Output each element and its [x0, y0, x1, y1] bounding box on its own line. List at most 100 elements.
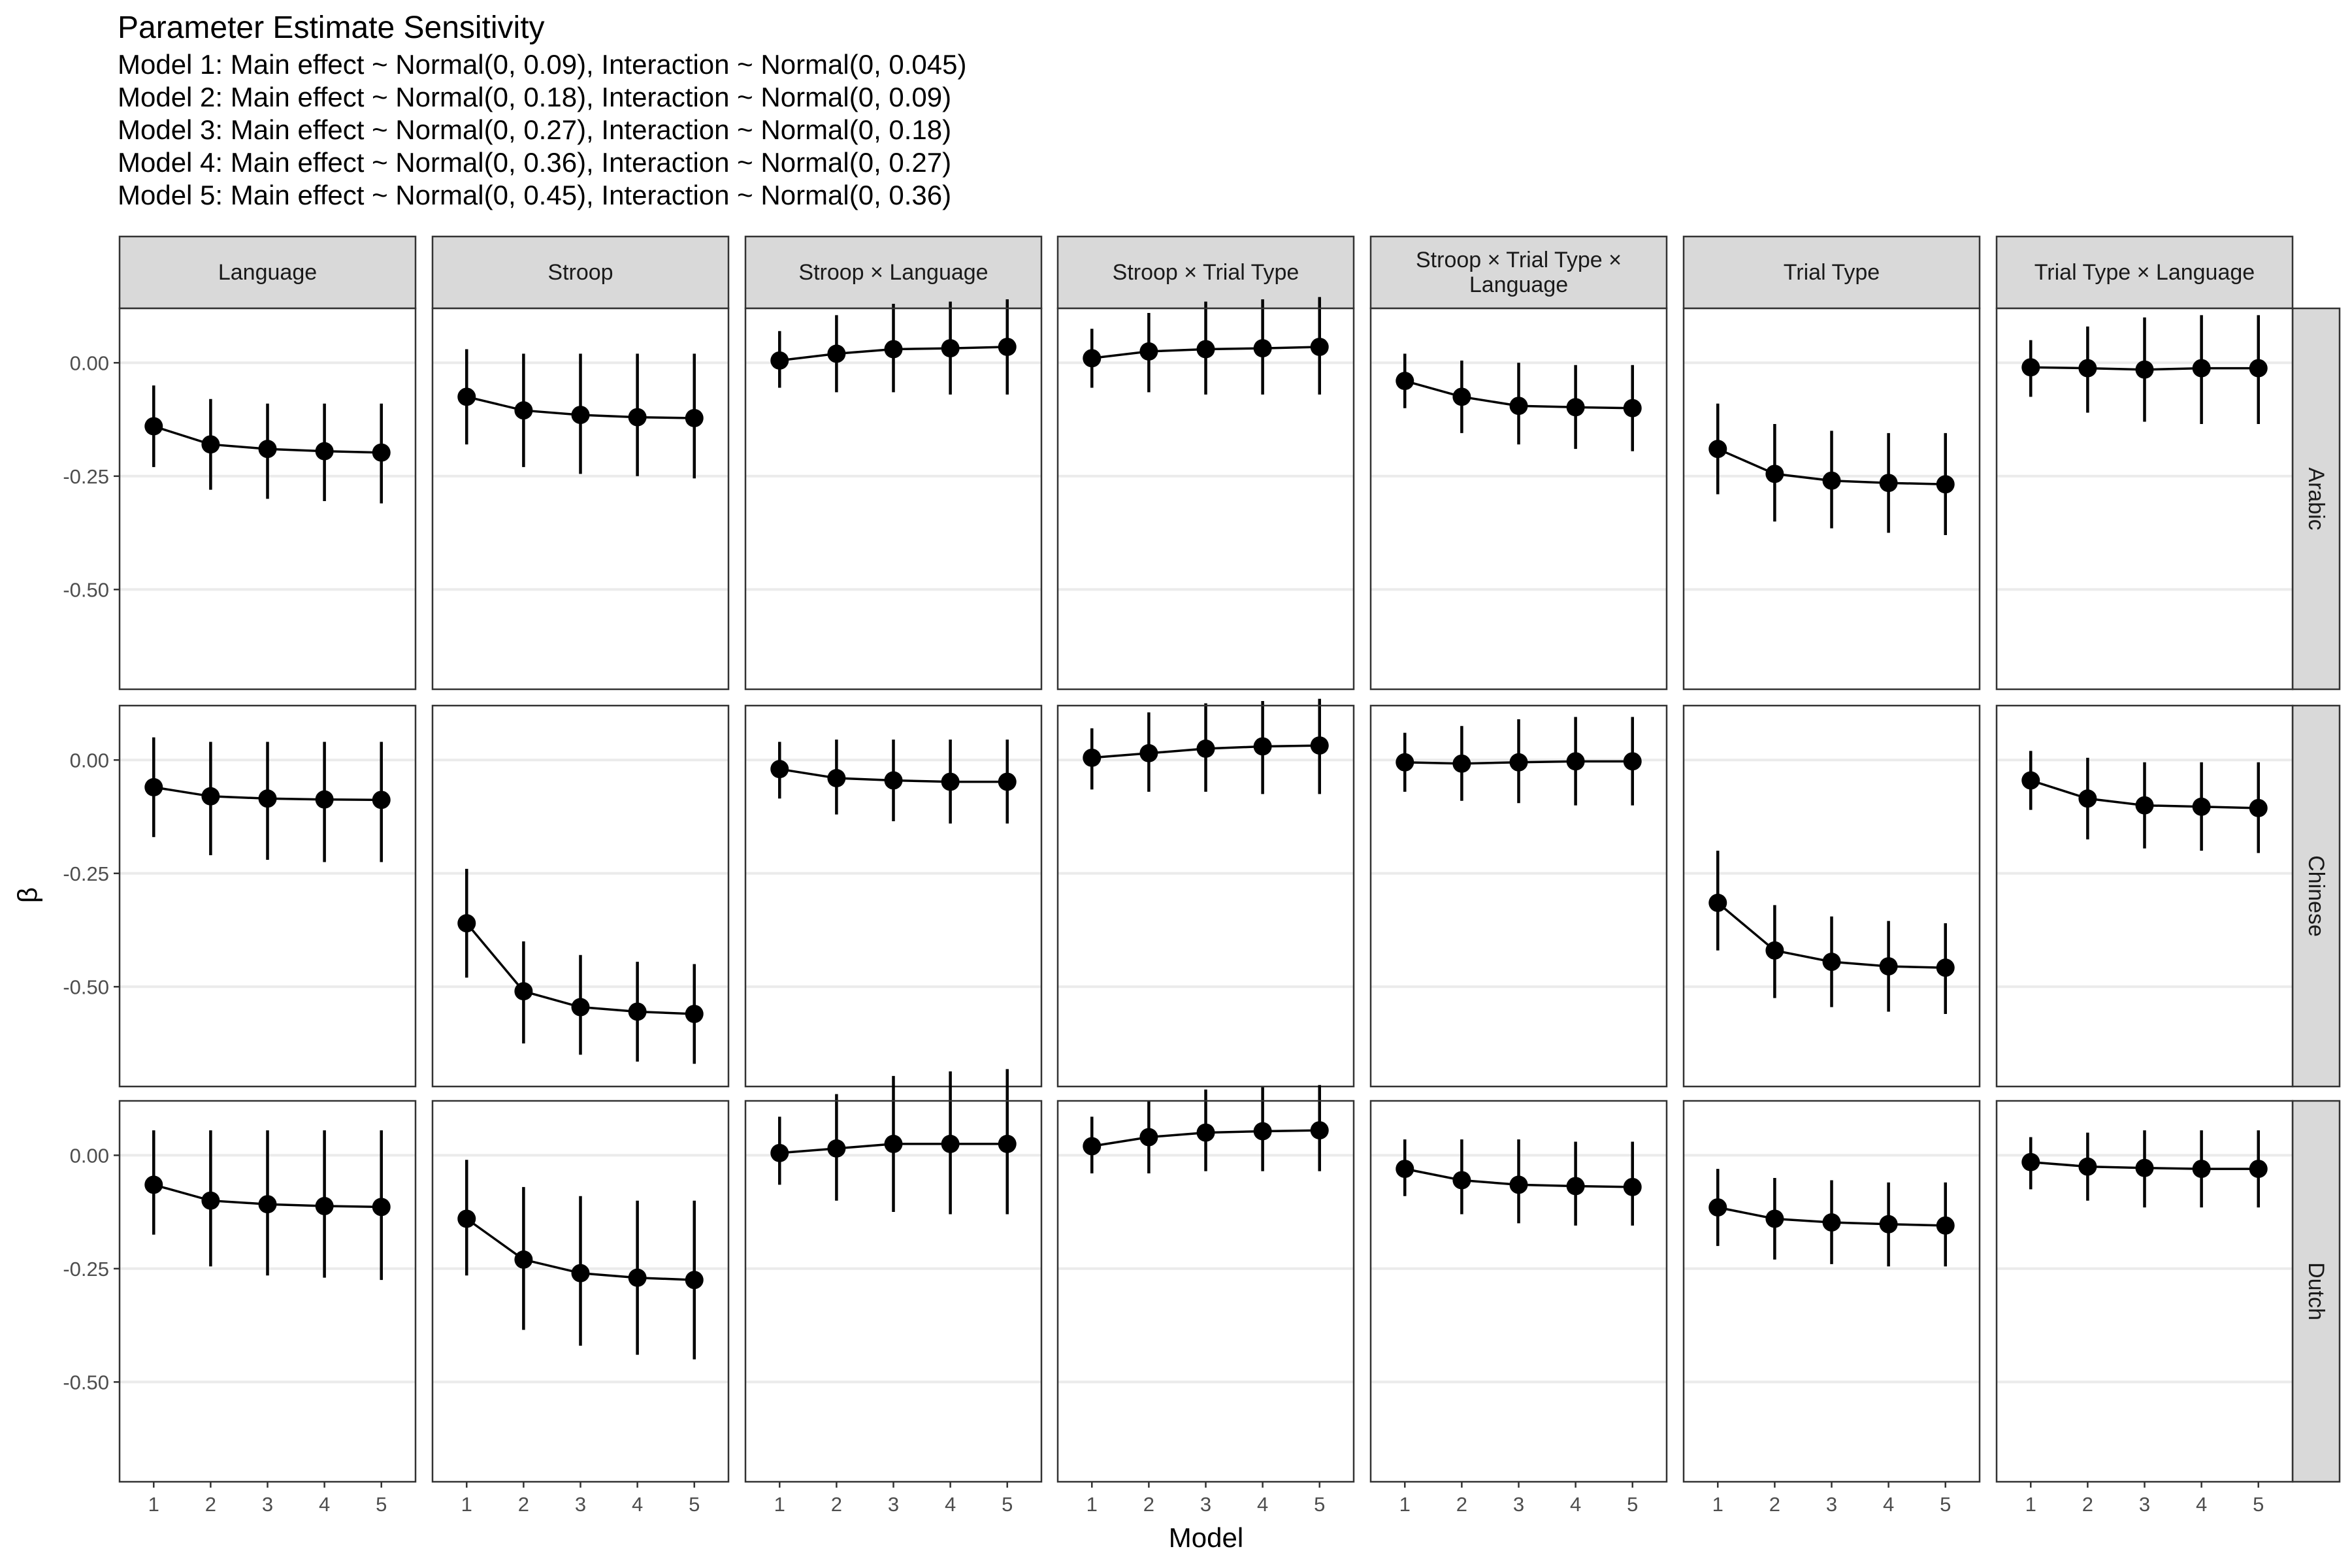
panel-border — [431, 704, 730, 1088]
estimate-point — [941, 772, 960, 791]
y-tick-label: 0.00 — [70, 351, 109, 374]
panel-border — [118, 704, 417, 1088]
facet-panel — [118, 704, 417, 1088]
x-tick-label: 5 — [1940, 1493, 1951, 1516]
estimate-point — [1139, 743, 1158, 762]
estimate-point — [884, 340, 903, 359]
x-tick-label: 1 — [461, 1493, 472, 1516]
estimate-point — [571, 1264, 590, 1282]
facet-panel — [118, 307, 417, 691]
estimate-point — [201, 435, 220, 454]
estimate-point — [1708, 893, 1727, 912]
facet-panel — [1056, 698, 1355, 1088]
estimate-point — [1509, 753, 1528, 772]
panel-border — [1682, 704, 1981, 1088]
facet-panel — [1056, 1085, 1355, 1483]
panel-border — [1056, 307, 1355, 691]
facet-panel — [744, 704, 1043, 1088]
estimate-point — [1196, 340, 1215, 359]
x-tick-label: 3 — [1826, 1493, 1837, 1516]
estimate-point — [1708, 1198, 1727, 1217]
column-strip-label: Stroop × Trial Type — [1113, 260, 1299, 285]
estimate-point — [1566, 398, 1585, 417]
estimate-point — [2078, 1157, 2097, 1176]
estimate-point — [884, 1134, 903, 1153]
x-tick-label: 4 — [1257, 1493, 1268, 1516]
x-tick-label: 2 — [205, 1493, 216, 1516]
estimate-point — [685, 1271, 704, 1290]
facet-panel — [431, 307, 730, 691]
estimate-point — [571, 998, 590, 1017]
panel-border — [1995, 704, 2294, 1088]
panel-background — [1684, 1101, 1980, 1482]
estimate-point — [1879, 957, 1898, 976]
x-tick-label: 2 — [831, 1493, 842, 1516]
panel-border — [1995, 307, 2294, 691]
x-tick-label: 2 — [1769, 1493, 1780, 1516]
column-strip — [744, 235, 1043, 310]
estimate-point — [1822, 953, 1841, 972]
estimate-point — [258, 789, 277, 808]
estimate-point — [827, 769, 846, 788]
estimate-point — [1253, 339, 1272, 358]
facet-panel — [1682, 307, 1981, 691]
x-tick-label: 4 — [1883, 1493, 1894, 1516]
estimate-point — [1623, 399, 1642, 417]
estimate-point — [2135, 796, 2154, 815]
estimate-point — [1253, 1122, 1272, 1141]
facet-panel — [1056, 297, 1355, 691]
estimate-point — [514, 982, 533, 1001]
facet-panel — [118, 1100, 417, 1483]
estimate-point — [1310, 337, 1329, 356]
estimate-point — [144, 417, 163, 436]
estimate-point — [998, 772, 1017, 791]
y-tick-label: -0.50 — [63, 578, 109, 601]
x-tick-label: 1 — [1712, 1493, 1723, 1516]
estimate-point — [1452, 387, 1471, 406]
panel-border — [431, 307, 730, 691]
x-tick-label: 4 — [632, 1493, 643, 1516]
panel-background — [1684, 706, 1980, 1086]
estimate-point — [144, 1175, 163, 1194]
estimate-point — [770, 1143, 789, 1162]
x-tick-label: 5 — [1314, 1493, 1325, 1516]
facet-panel — [1369, 1100, 1668, 1483]
estimate-point — [1196, 1123, 1215, 1142]
estimate-point — [201, 787, 220, 806]
x-tick-label: 5 — [1627, 1493, 1638, 1516]
estimate-point — [315, 1197, 334, 1216]
estimate-point — [2021, 358, 2040, 377]
column-strip — [118, 235, 417, 310]
estimate-point — [1396, 372, 1414, 391]
estimate-point — [1083, 349, 1102, 368]
column-strip-label: Trial Type × Language — [2034, 260, 2255, 285]
x-tick-label: 3 — [1200, 1493, 1211, 1516]
estimate-point — [1822, 1213, 1841, 1232]
estimate-point — [1623, 752, 1642, 771]
estimate-point — [1566, 752, 1585, 771]
estimate-point — [1566, 1177, 1585, 1196]
estimate-point — [1396, 1160, 1414, 1179]
estimate-point — [2192, 359, 2211, 378]
estimate-point — [372, 1198, 391, 1217]
estimate-point — [315, 442, 334, 461]
estimate-point — [998, 1134, 1017, 1153]
x-tick-label: 2 — [1456, 1493, 1467, 1516]
x-axis-title: Model — [1169, 1522, 1243, 1553]
estimate-point — [2192, 797, 2211, 816]
estimate-point — [457, 914, 476, 933]
estimate-point — [941, 339, 960, 358]
y-tick-label: -0.50 — [63, 1371, 109, 1394]
estimate-point — [1623, 1177, 1642, 1196]
estimate-point — [514, 1250, 533, 1269]
facet-panel — [744, 299, 1043, 691]
facet-panel — [744, 1069, 1043, 1483]
estimate-point — [315, 790, 334, 809]
estimate-point — [1509, 1175, 1528, 1194]
x-tick-label: 3 — [888, 1493, 899, 1516]
y-tick-label: -0.25 — [63, 465, 109, 488]
estimate-point — [1396, 753, 1414, 772]
x-tick-label: 3 — [2139, 1493, 2150, 1516]
column-strip-label: Language — [218, 260, 317, 285]
